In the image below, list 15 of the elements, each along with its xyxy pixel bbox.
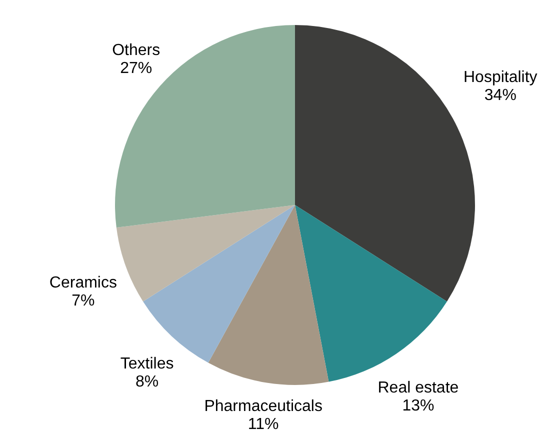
slice-label: Textiles [120,356,174,373]
slice-label: Real estate [378,379,459,396]
slice-label: Others [112,42,160,59]
slice-label: Hospitality [464,69,538,86]
data-label: 13% [402,397,434,414]
data-label: 34% [484,87,516,104]
data-label: 7% [72,292,95,310]
pie-slice [116,205,295,302]
data-label: 27% [120,60,152,77]
pie-slice [208,205,329,385]
data-label: 11% [248,416,279,430]
pie-slice [295,205,447,382]
slice-label: Ceramics [49,274,117,292]
data-label: 8% [136,374,159,391]
slice-label: Pharmaceuticals [204,398,322,415]
